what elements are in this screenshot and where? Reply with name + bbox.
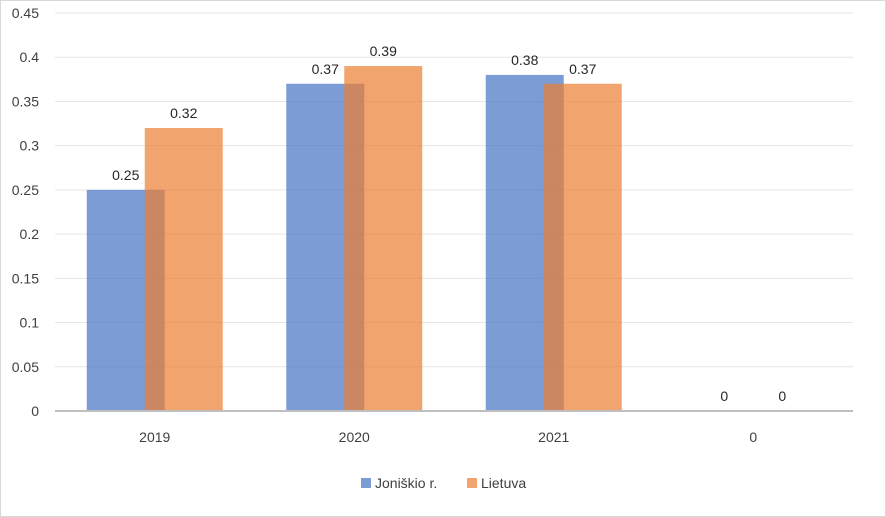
- data-label: 0.38: [511, 52, 538, 68]
- legend-swatch: [361, 478, 371, 488]
- x-tick-label: 2021: [538, 429, 569, 445]
- data-label: 0.32: [170, 105, 197, 121]
- y-tick-label: 0.35: [12, 93, 39, 109]
- y-tick-label: 0.1: [20, 315, 40, 331]
- y-tick-label: 0.15: [12, 270, 39, 286]
- data-label: 0: [778, 388, 786, 404]
- bars: [86, 66, 622, 412]
- legend-swatch: [467, 478, 477, 488]
- legend-item-joni-kio-r-: Joniškio r.: [361, 475, 437, 491]
- legend-label: Joniškio r.: [375, 475, 437, 491]
- y-axis: 0 0.05 0.1 0.15 0.2 0.25 0.3 0.35 0.4 0.45: [12, 5, 39, 419]
- y-tick-label: 0.3: [20, 138, 40, 154]
- y-tick-label: 0.25: [12, 182, 39, 198]
- data-label: 0.25: [112, 167, 139, 183]
- x-axis: 2019 2020 2021 0: [139, 429, 757, 445]
- data-label: 0.39: [370, 43, 397, 59]
- y-tick-label: 0.05: [12, 359, 39, 375]
- y-tick-label: 0.2: [20, 226, 40, 242]
- x-tick-label: 2019: [139, 429, 170, 445]
- data-labels: 0.25 0.32 0.37 0.39 0.38 0.37 0 0: [112, 43, 786, 404]
- legend: Joniškio r. Lietuva: [361, 475, 526, 491]
- bar-lietuva-2020: [344, 66, 423, 412]
- data-label: 0.37: [312, 61, 339, 77]
- x-tick-label: 2020: [339, 429, 370, 445]
- legend-item-lietuva: Lietuva: [467, 475, 526, 491]
- legend-label: Lietuva: [481, 475, 526, 491]
- y-tick-label: 0: [31, 403, 39, 419]
- x-tick-label: 0: [749, 429, 757, 445]
- data-label: 0: [720, 388, 728, 404]
- y-tick-label: 0.4: [20, 49, 40, 65]
- data-label: 0.37: [569, 61, 596, 77]
- bar-lietuva-2019: [144, 127, 223, 411]
- bar-lietuva-2021: [543, 83, 622, 411]
- y-tick-label: 0.45: [12, 5, 39, 21]
